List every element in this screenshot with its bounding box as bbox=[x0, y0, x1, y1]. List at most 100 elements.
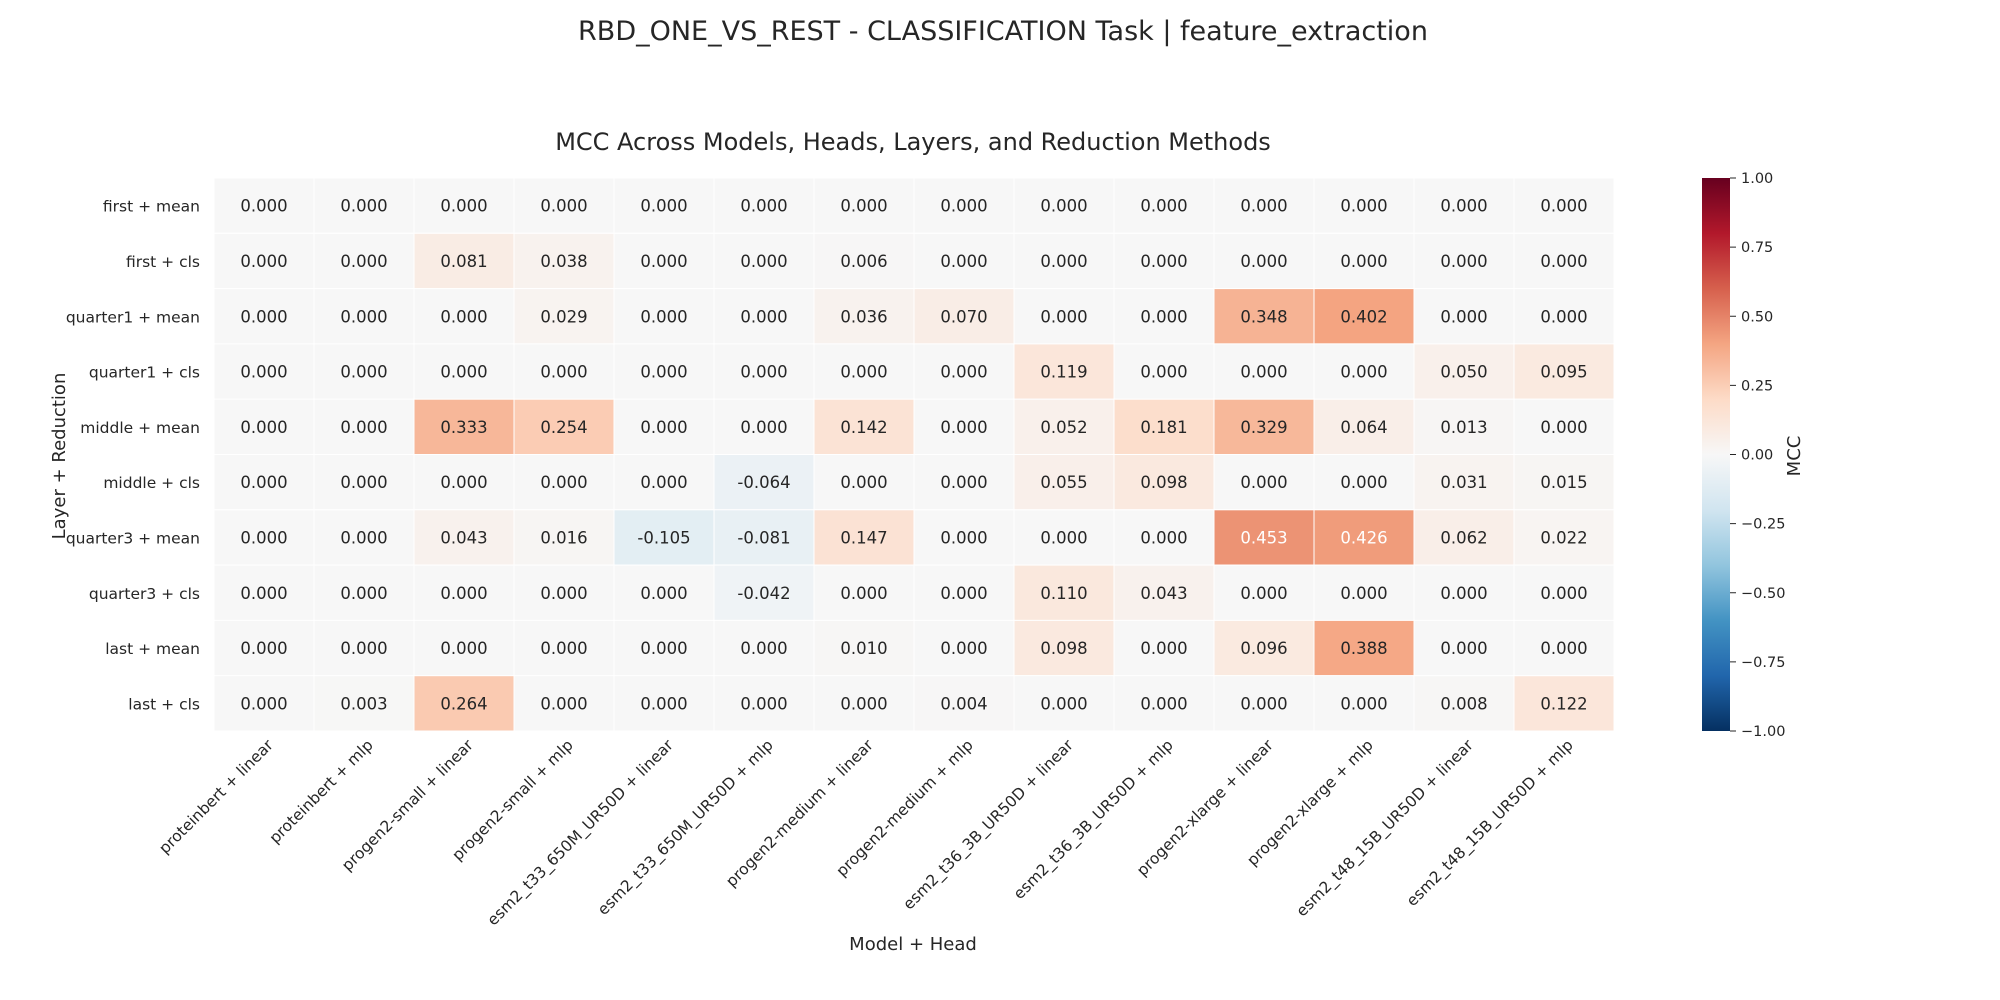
cell-value-label: 0.000 bbox=[340, 639, 387, 658]
heatmap-cell bbox=[813, 288, 915, 345]
cell-value-label: 0.000 bbox=[940, 363, 987, 382]
cell-value-label: 0.000 bbox=[640, 584, 687, 603]
heatmap-cell bbox=[1313, 177, 1415, 234]
cell-value-label: 0.000 bbox=[840, 197, 887, 216]
heatmap-cell bbox=[413, 232, 515, 290]
cell-value-label: 0.000 bbox=[1040, 252, 1087, 271]
heatmap-cell bbox=[1413, 343, 1515, 400]
cell-value-label: 0.055 bbox=[1040, 473, 1087, 492]
cell-value-label: 0.010 bbox=[840, 639, 887, 658]
cell-value-label: 0.000 bbox=[1240, 584, 1287, 603]
heatmap-cell bbox=[513, 232, 615, 290]
cell-value-label: 0.038 bbox=[540, 252, 587, 271]
colorbar-tick-label: −1.00 bbox=[1741, 724, 1785, 740]
colorbar-gradient bbox=[1702, 178, 1730, 731]
cell-value-label: 0.000 bbox=[1040, 197, 1087, 216]
heatmap-cell bbox=[513, 675, 615, 732]
cell-value-label: 0.000 bbox=[1340, 584, 1387, 603]
heatmap-cell bbox=[213, 288, 315, 345]
cell-value-label: 0.000 bbox=[740, 307, 787, 326]
cell-value-label: 0.000 bbox=[240, 639, 287, 658]
cell-value-label: 0.000 bbox=[1240, 473, 1287, 492]
heatmap-cell bbox=[1313, 675, 1415, 732]
row-tick-label: middle + mean bbox=[80, 419, 200, 437]
heatmap-cell bbox=[713, 177, 815, 234]
cell-value-label: 0.043 bbox=[440, 528, 487, 547]
heatmap-cell bbox=[1513, 288, 1615, 345]
heatmap-cell bbox=[1513, 398, 1615, 456]
heatmap-cell bbox=[1513, 232, 1615, 290]
cell-value-label: -0.064 bbox=[737, 473, 790, 492]
cell-value-label: 0.000 bbox=[1340, 252, 1387, 271]
heatmap-cell bbox=[813, 232, 915, 290]
heatmap-cell bbox=[1013, 564, 1115, 621]
heatmap-cell bbox=[913, 288, 1015, 345]
cell-value-label: 0.000 bbox=[740, 252, 787, 271]
heatmap-cell bbox=[1213, 232, 1315, 290]
heatmap-cell bbox=[1513, 564, 1615, 621]
cell-value-label: 0.000 bbox=[340, 252, 387, 271]
cell-value-label: 0.000 bbox=[1440, 252, 1487, 271]
heatmap-cell bbox=[313, 454, 415, 511]
cell-value-label: 0.000 bbox=[240, 418, 287, 437]
row-tick-label: last + cls bbox=[128, 695, 200, 713]
heatmap-cell bbox=[1013, 288, 1115, 345]
cell-value-label: 0.453 bbox=[1240, 528, 1287, 547]
heatmap-cell bbox=[613, 509, 715, 566]
cell-value-label: 0.098 bbox=[1140, 473, 1187, 492]
cell-value-label: 0.000 bbox=[240, 252, 287, 271]
row-tick-label: first + cls bbox=[126, 253, 200, 271]
cell-value-label: 0.000 bbox=[940, 252, 987, 271]
cell-value-label: 0.000 bbox=[1140, 197, 1187, 216]
cell-value-label: 0.000 bbox=[1240, 363, 1287, 382]
heatmap-cell bbox=[913, 177, 1015, 234]
heatmap-cell bbox=[813, 564, 915, 621]
cell-value-label: 0.000 bbox=[1140, 639, 1187, 658]
cell-value-label: 0.000 bbox=[1540, 197, 1587, 216]
heatmap-cell bbox=[413, 509, 515, 566]
cell-value-label: 0.000 bbox=[1140, 363, 1187, 382]
cell-value-label: 0.147 bbox=[840, 528, 887, 547]
cell-value-label: 0.013 bbox=[1440, 418, 1487, 437]
heatmap-cell bbox=[413, 343, 515, 400]
heatmap-cell bbox=[713, 232, 815, 290]
cell-value-label: 0.000 bbox=[740, 694, 787, 713]
cell-value-label: 0.000 bbox=[940, 584, 987, 603]
heatmap-cell bbox=[513, 177, 615, 234]
heatmap-cell bbox=[413, 675, 515, 732]
column-tick-label: esm2_t48_15B_UR50D + mlp bbox=[1403, 736, 1578, 911]
cell-value-label: 0.000 bbox=[1140, 307, 1187, 326]
cell-value-label: 0.000 bbox=[440, 363, 487, 382]
cell-value-label: 0.000 bbox=[340, 473, 387, 492]
colorbar-label: MCC bbox=[1784, 436, 1805, 477]
cell-value-label: 0.000 bbox=[940, 197, 987, 216]
cell-value-label: 0.000 bbox=[940, 528, 987, 547]
cell-value-label: 0.426 bbox=[1340, 528, 1387, 547]
heatmap-cell bbox=[713, 564, 815, 621]
cell-value-label: 0.000 bbox=[1340, 363, 1387, 382]
figure-suptitle: RBD_ONE_VS_REST - CLASSIFICATION Task | … bbox=[578, 16, 1428, 47]
cell-value-label: 0.000 bbox=[240, 473, 287, 492]
heatmap-cell bbox=[1313, 343, 1415, 400]
colorbar-tick-label: 0.50 bbox=[1741, 309, 1773, 325]
colorbar-tick-label: −0.75 bbox=[1741, 655, 1785, 671]
cell-value-label: 0.000 bbox=[1340, 473, 1387, 492]
heatmap-cell bbox=[1113, 398, 1215, 456]
cell-value-label: 0.000 bbox=[640, 473, 687, 492]
heatmap-cell bbox=[1413, 509, 1515, 566]
heatmap-cell-labels: 0.000 0.000 0.000 0.000 0.000 0.000 0.000 0.000… bbox=[240, 197, 1587, 714]
heatmap-cell bbox=[1513, 177, 1615, 234]
heatmap-cell bbox=[1213, 619, 1315, 677]
heatmap-cell bbox=[213, 564, 315, 621]
heatmap-cell bbox=[1513, 343, 1615, 400]
column-tick-label: proteinbert + linear bbox=[155, 736, 277, 858]
heatmap-cell bbox=[613, 675, 715, 732]
cell-value-label: 0.000 bbox=[1540, 584, 1587, 603]
heatmap-cell bbox=[813, 454, 915, 511]
cell-value-label: 0.000 bbox=[1540, 252, 1587, 271]
cell-value-label: 0.000 bbox=[840, 363, 887, 382]
cell-value-label: 0.000 bbox=[540, 694, 587, 713]
heatmap-cell bbox=[513, 619, 615, 677]
heatmap-cell bbox=[1313, 454, 1415, 511]
